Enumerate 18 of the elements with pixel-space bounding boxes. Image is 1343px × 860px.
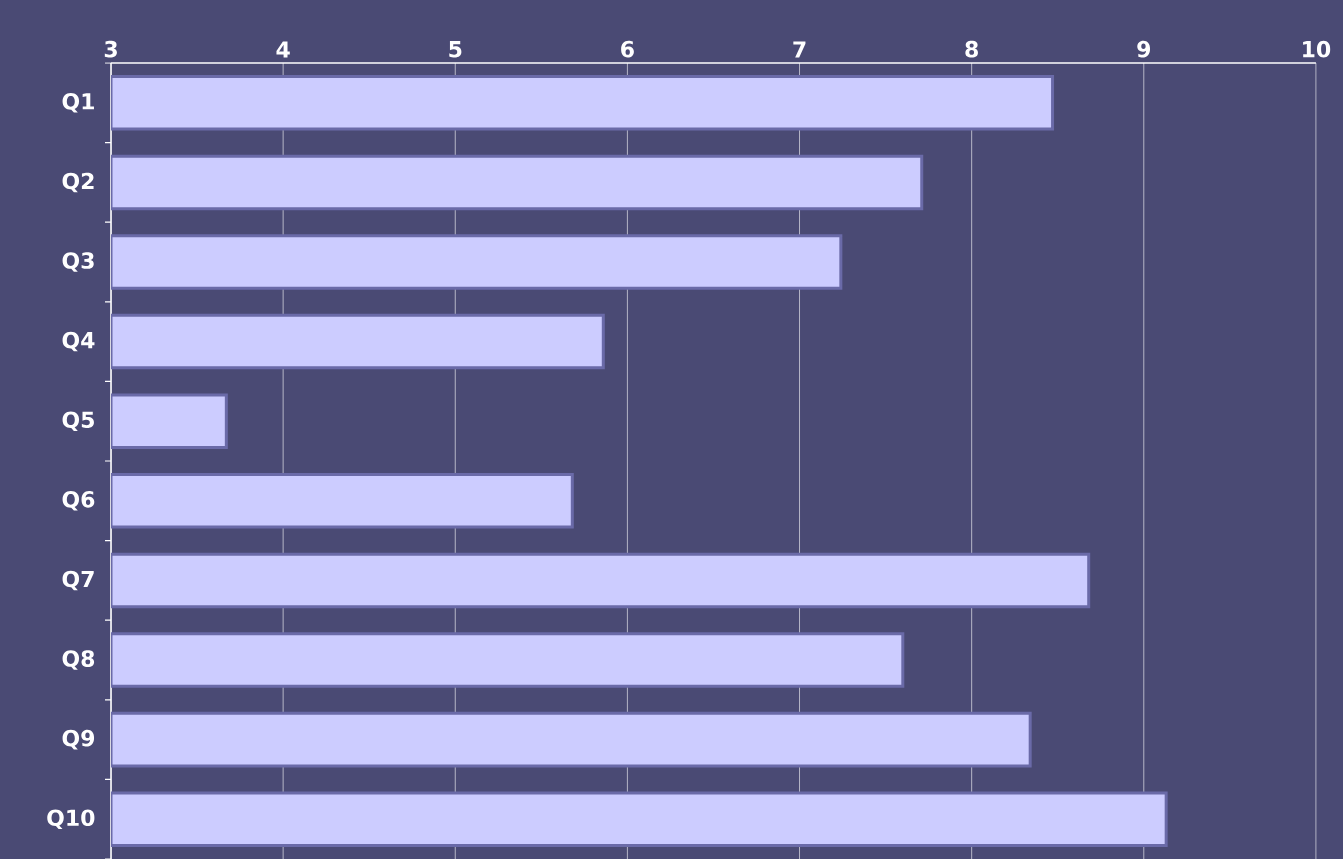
x-tick-label: 10 [1303,40,1331,58]
y-tick-label: Q3 [62,252,94,272]
y-tick-label: Q1 [62,93,94,113]
y-tick-label: Q6 [62,491,95,511]
x-tick-label: 3 [104,40,117,58]
x-tick-label: 4 [276,41,290,58]
y-tick-label: Q7 [62,570,94,591]
x-tick-label: 8 [965,40,978,58]
y-tick-label: Q8 [62,650,95,670]
y-tick-label: Q2 [62,172,94,193]
y-tick-label: Q9 [62,729,95,750]
x-tick-label: 5 [449,41,462,58]
y-tick-label: Q5 [62,411,94,432]
x-tick-label: 6 [621,40,634,58]
x-tick-label: 7 [793,41,806,58]
x-tick-label: 9 [1137,40,1151,58]
y-tick-label: Q4 [62,331,95,352]
y-tick-label: Q10 [47,809,95,830]
